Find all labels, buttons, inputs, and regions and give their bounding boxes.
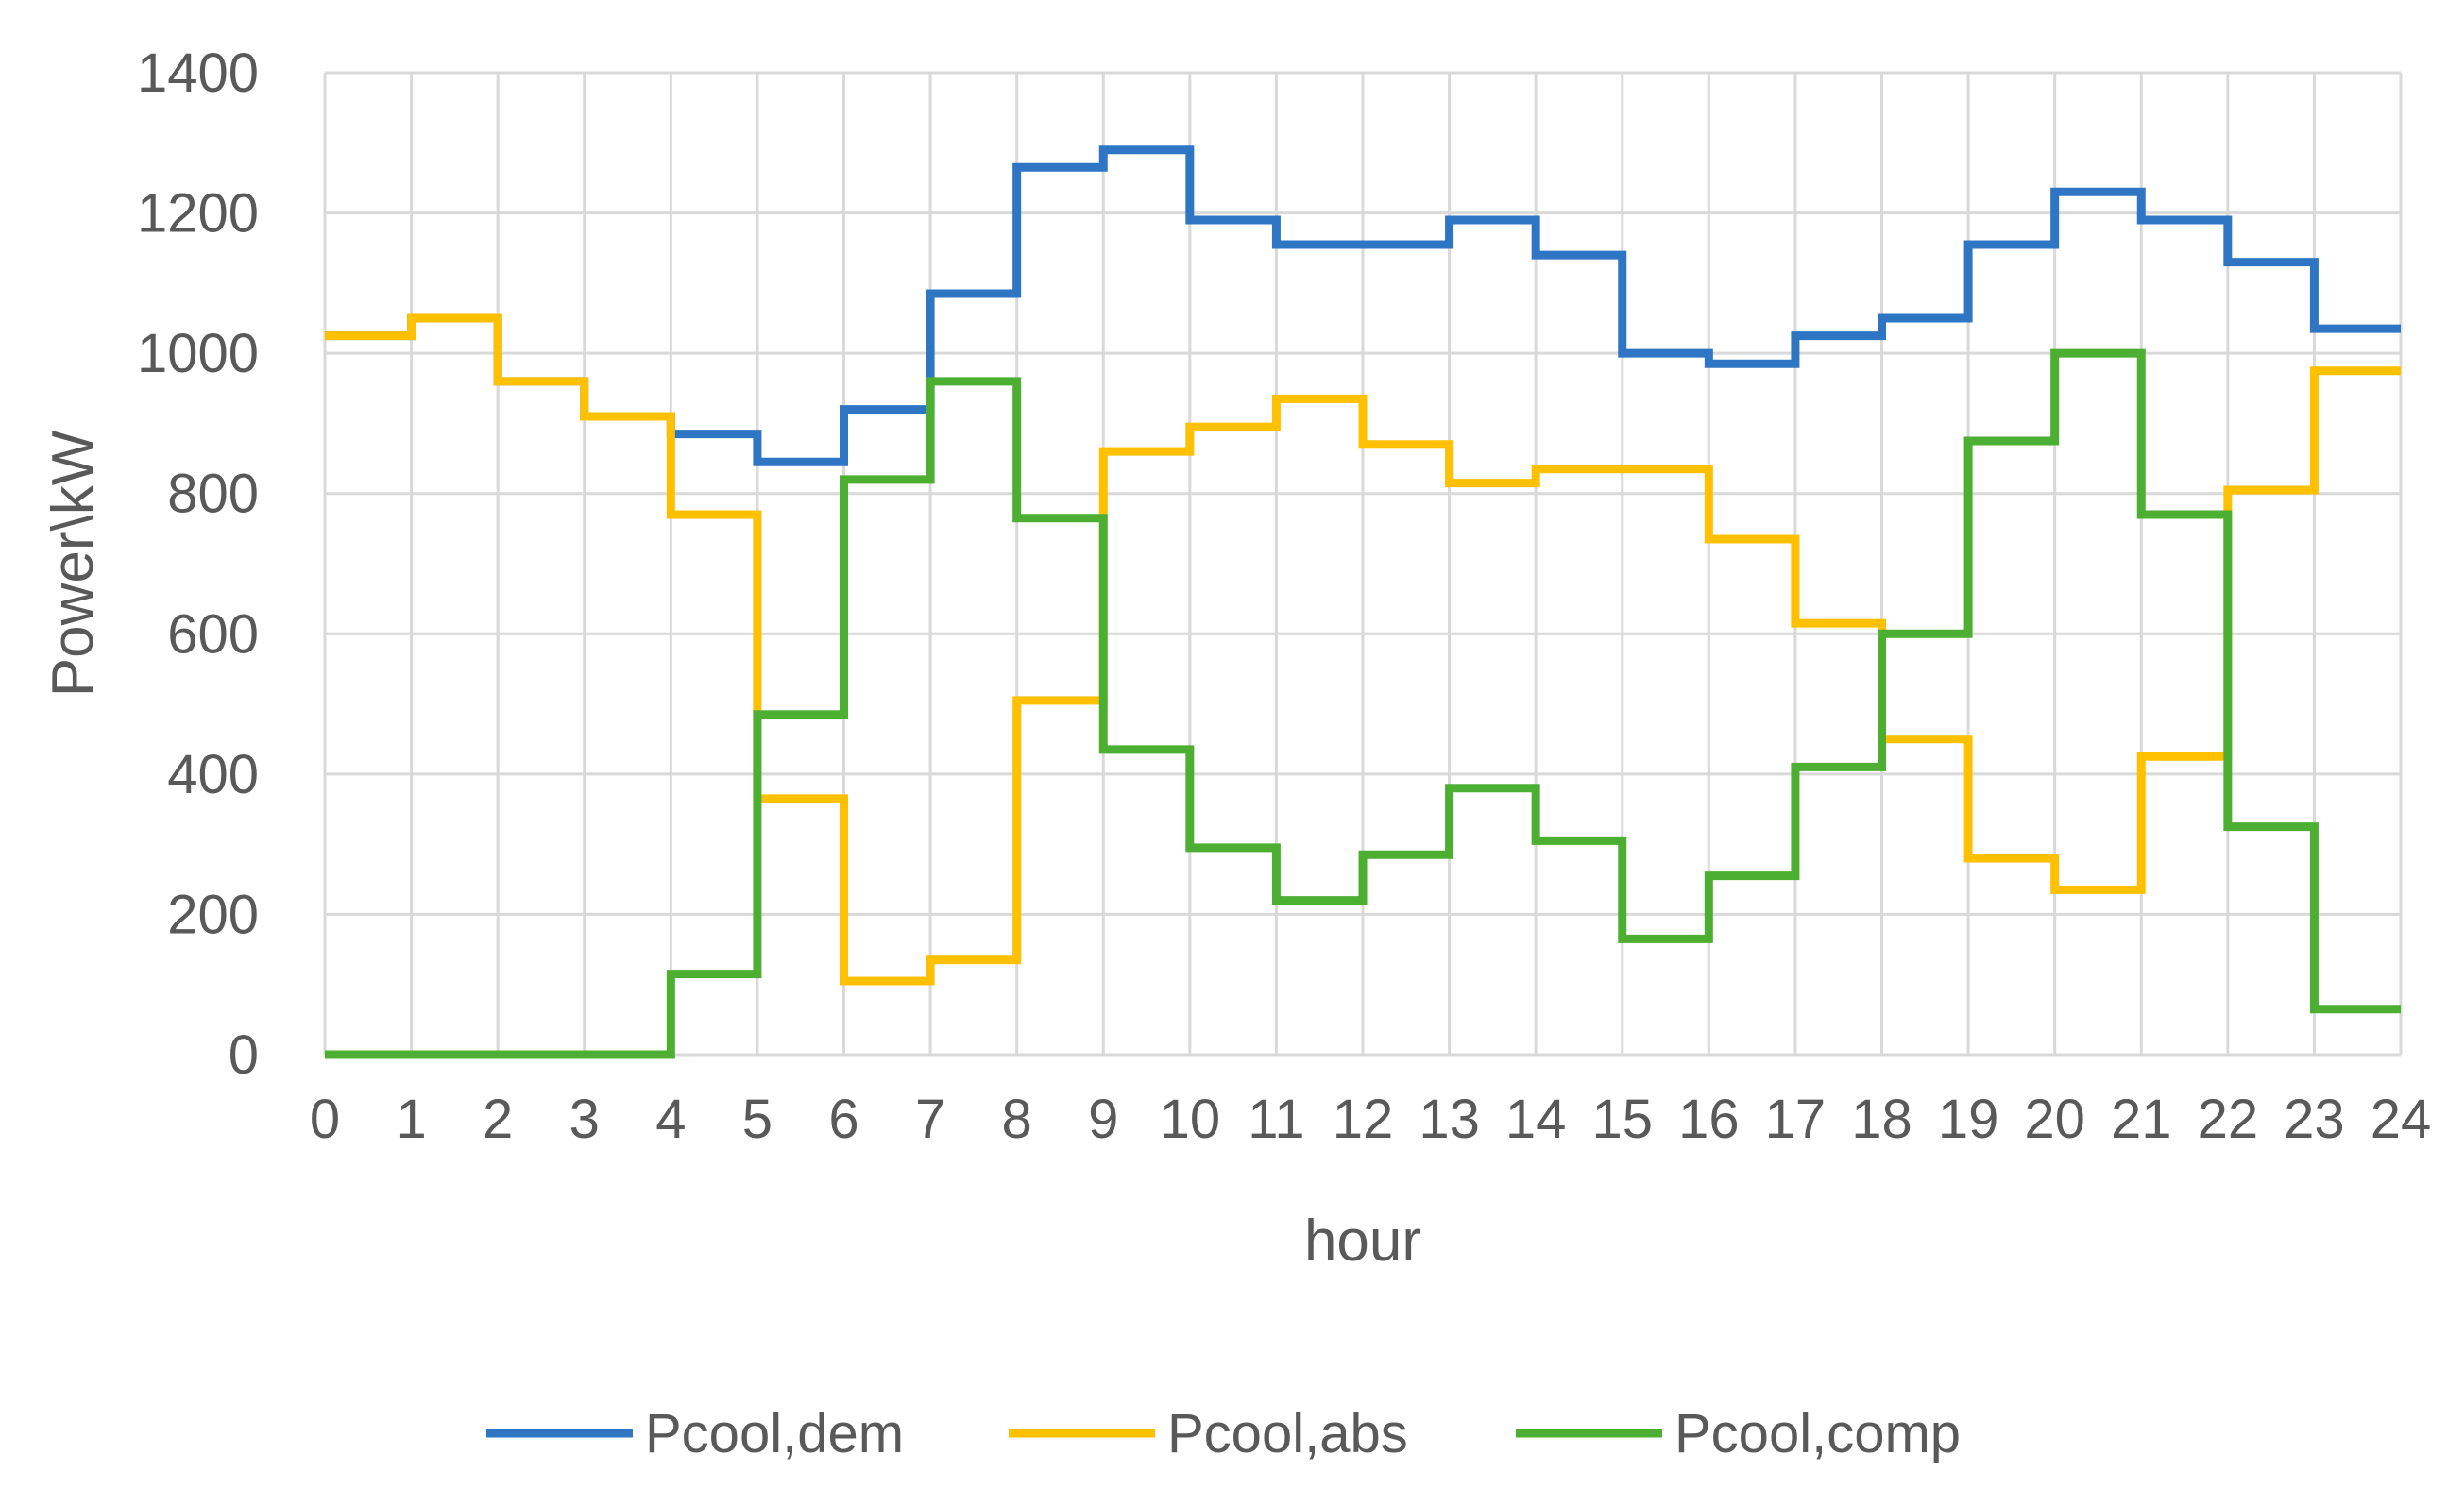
y-tick-label: 400 [167, 744, 259, 805]
x-tick-label: 12 [1333, 1089, 1394, 1150]
x-tick-label: 23 [2284, 1089, 2345, 1150]
y-tick-label: 200 [167, 884, 259, 945]
x-tick-label: 22 [2198, 1089, 2259, 1150]
legend-label: Pcool,dem [645, 1403, 904, 1464]
x-tick-label: 0 [310, 1089, 340, 1150]
x-tick-label: 1 [396, 1089, 426, 1150]
y-tick-label: 1200 [137, 183, 259, 245]
x-tick-label: 11 [1248, 1089, 1304, 1150]
legend-label: Pcool,comp [1674, 1403, 1961, 1464]
x-tick-label: 6 [828, 1089, 858, 1150]
series-lines [325, 145, 2401, 1059]
x-tick-label: 4 [655, 1089, 686, 1150]
grid-lines [323, 71, 2403, 1057]
x-tick-label: 18 [1851, 1089, 1912, 1150]
x-tick-label: 16 [1678, 1089, 1740, 1150]
x-axis-title: hour [1304, 1209, 1421, 1274]
x-tick-label: 14 [1505, 1089, 1567, 1150]
legend: Pcool,dem Pcool,abs Pcool,comp [486, 1403, 1961, 1464]
x-axis-ticks: 0 1 2 3 4 5 6 7 8 9 10 11 12 13 14 15 16 17 18 19 20 21 22 23 24 [310, 1089, 2431, 1150]
x-tick-label: 10 [1160, 1089, 1221, 1150]
x-tick-label: 20 [2024, 1089, 2085, 1150]
legend-label: Pcool,abs [1167, 1403, 1408, 1464]
y-axis-ticks: 0 200 400 600 800 1000 1200 1400 [137, 42, 259, 1086]
y-tick-label: 600 [167, 603, 259, 665]
y-tick-label: 0 [229, 1024, 259, 1086]
y-tick-label: 800 [167, 464, 259, 525]
x-tick-label: 3 [569, 1089, 600, 1150]
x-tick-label: 19 [1938, 1089, 1999, 1150]
x-tick-label: 2 [483, 1089, 513, 1150]
series-line-2 [325, 348, 2401, 1059]
x-tick-label: 15 [1591, 1089, 1653, 1150]
x-tick-label: 17 [1765, 1089, 1827, 1150]
y-tick-label: 1400 [137, 42, 259, 104]
x-tick-label: 24 [2371, 1089, 2432, 1150]
x-tick-label: 9 [1088, 1089, 1118, 1150]
y-tick-label: 1000 [137, 323, 259, 384]
x-tick-label: 8 [1002, 1089, 1032, 1150]
x-tick-label: 5 [742, 1089, 773, 1150]
x-tick-label: 13 [1419, 1089, 1480, 1150]
series-line-1 [325, 313, 2401, 986]
x-tick-label: 21 [2111, 1089, 2172, 1150]
y-axis-title: Power\kW [41, 430, 106, 697]
x-tick-label: 7 [915, 1089, 945, 1150]
